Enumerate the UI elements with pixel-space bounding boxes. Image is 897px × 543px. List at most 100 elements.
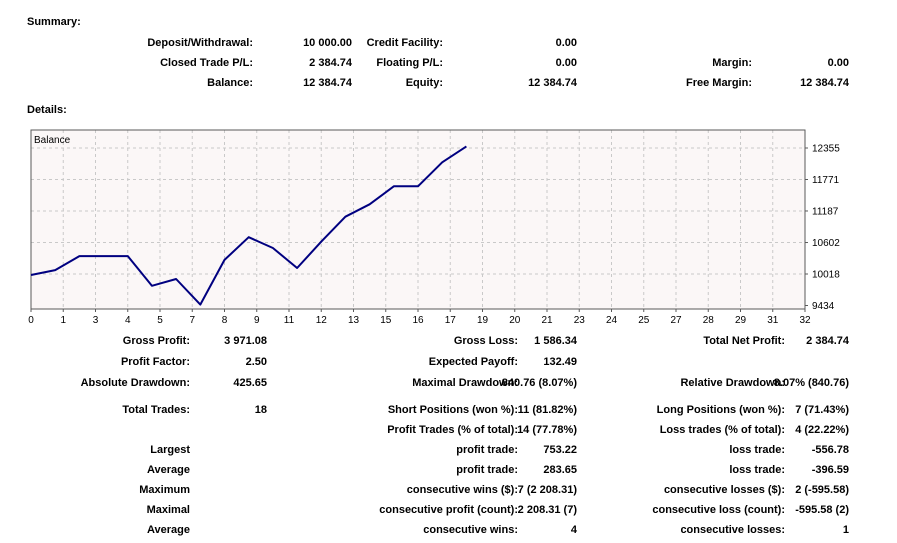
stat-label: Loss trades (% of total): [659, 424, 785, 436]
summary-section-title: Summary: [27, 16, 81, 28]
stat-value: 7 (2 208.31) [517, 484, 577, 496]
stat-label: consecutive losses ($): [663, 484, 785, 496]
x-tick-label: 32 [799, 315, 811, 326]
x-tick-label: 21 [541, 315, 553, 326]
table-row: Maximum consecutive wins ($): 7 (2 208.31)… [0, 481, 897, 501]
stat-value: -396.59 [811, 464, 849, 476]
y-tick-label: 12355 [812, 144, 840, 155]
stat-value: 14 (77.78%) [517, 424, 577, 436]
x-tick-label: 27 [670, 315, 682, 326]
x-tick-label: 24 [606, 315, 618, 326]
table-row: Largest profit trade: 753.22 loss trade: -55… [0, 441, 897, 461]
stat-label: Relative Drawdown: [680, 377, 785, 389]
stat-label: Credit Facility: [366, 37, 443, 49]
x-tick-label: 12 [316, 315, 328, 326]
stat-value: 8.07% (840.76) [773, 377, 849, 389]
table-row: Profit Factor: 2.50 Expected Payoff: 132.49 [0, 353, 897, 374]
stat-value: 283.65 [543, 464, 577, 476]
stat-label: Largest [150, 444, 190, 456]
stat-label: Maximum [139, 484, 190, 496]
stat-value: 12 384.74 [800, 77, 849, 89]
x-tick-label: 23 [574, 315, 586, 326]
stat-value: 2 (-595.58) [795, 484, 849, 496]
stat-value: 0.00 [555, 37, 577, 49]
x-tick-label: 19 [477, 315, 489, 326]
stat-value: 10 000.00 [303, 37, 352, 49]
stat-label: Absolute Drawdown: [80, 377, 190, 389]
x-tick-label: 0 [28, 315, 34, 326]
y-tick-label: 11771 [812, 175, 840, 186]
x-tick-label: 17 [445, 315, 457, 326]
stat-label: Deposit/Withdrawal: [147, 37, 253, 49]
stat-value: 4 [570, 524, 577, 536]
stat-value: 2 384.74 [806, 335, 849, 347]
x-tick-label: 1 [60, 315, 66, 326]
x-tick-label: 5 [157, 315, 163, 326]
stat-label: loss trade: [729, 444, 785, 456]
results-table: Gross Profit: 3 971.08 Gross Loss: 1 586.34… [0, 332, 897, 395]
stat-label: Maximal Drawdown: [412, 377, 518, 389]
table-row: Absolute Drawdown: 425.65 Maximal Drawdown… [0, 374, 897, 395]
balance-line [30, 145, 467, 306]
x-tick-label: 28 [703, 315, 715, 326]
table-row: Gross Profit: 3 971.08 Gross Loss: 1 586.34… [0, 332, 897, 353]
x-tick-label: 9 [254, 315, 260, 326]
x-tick-label: 8 [222, 315, 228, 326]
stat-label: Free Margin: [685, 77, 752, 89]
y-tick-label: 10018 [812, 270, 840, 281]
stat-label: Total Net Profit: [703, 335, 785, 347]
stat-label: profit trade: [456, 464, 518, 476]
stat-label: Maximal [146, 504, 190, 516]
stat-label: Long Positions (won %): [656, 404, 785, 416]
stat-label: consecutive profit (count): [379, 504, 518, 516]
stat-label: Profit Trades (% of total): [387, 424, 518, 436]
stat-value: 7 (71.43%) [795, 404, 849, 416]
stat-label: Average [146, 524, 190, 536]
x-tick-label: 29 [735, 315, 747, 326]
chart-series-label: Balance [34, 135, 71, 146]
x-tick-label: 7 [189, 315, 195, 326]
table-row: Total Trades: 18 Short Positions (won %): 1… [0, 401, 897, 421]
stat-label: Margin: [712, 57, 752, 69]
stat-value: 1 [842, 524, 849, 536]
summary-table: Deposit/Withdrawal: 10 000.00 Credit Facil… [0, 34, 897, 94]
table-row: Closed Trade P/L: 2 384.74 Floating P/L: 0.… [0, 54, 897, 74]
stat-value: -595.58 (2) [795, 504, 849, 516]
table-row: Deposit/Withdrawal: 10 000.00 Credit Facil… [0, 34, 897, 54]
x-tick-label: 11 [284, 315, 295, 326]
stat-label: Equity: [405, 77, 443, 89]
stat-value: 0.00 [827, 57, 849, 69]
x-tick-label: 4 [125, 315, 131, 326]
x-tick-label: 15 [380, 315, 392, 326]
stat-value: 12 384.74 [528, 77, 577, 89]
stat-value: 18 [254, 404, 267, 416]
stat-label: Profit Factor: [120, 356, 190, 368]
x-tick-label: 3 [93, 315, 99, 326]
x-tick-label: 16 [412, 315, 424, 326]
stat-value: 2.50 [245, 356, 267, 368]
stat-label: Balance: [207, 77, 253, 89]
table-row: Maximal consecutive profit (count): 2 208.… [0, 501, 897, 521]
stat-label: Gross Profit: [122, 335, 190, 347]
x-tick-label: 31 [767, 315, 779, 326]
stat-label: Expected Payoff: [428, 356, 518, 368]
stat-value: 3 971.08 [224, 335, 267, 347]
stat-value: 425.65 [233, 377, 267, 389]
stat-value: 753.22 [543, 444, 577, 456]
stat-label: Short Positions (won %): [387, 404, 518, 416]
table-row: Profit Trades (% of total): 14 (77.78%) Lo… [0, 421, 897, 441]
stat-value: 2 208.31 (7) [517, 504, 577, 516]
stat-label: consecutive wins: [423, 524, 518, 536]
chart-plot-area [31, 130, 805, 309]
x-tick-label: 13 [348, 315, 360, 326]
x-tick-label: 20 [509, 315, 521, 326]
balance-chart: 0 1 3 4 5 7 8 9 11 12 13 15 16 17 19 20 21 23 24 25 27 28 29 31… [28, 129, 840, 326]
table-row: Average consecutive wins: 4 consecutive los… [0, 521, 897, 541]
stat-value: 840.76 (8.07%) [501, 377, 577, 389]
y-tick-label: 10602 [812, 238, 840, 249]
table-row: Average profit trade: 283.65 loss trade: -39… [0, 461, 897, 481]
stat-label: profit trade: [456, 444, 518, 456]
stat-value: 0.00 [555, 57, 577, 69]
stat-label: loss trade: [729, 464, 785, 476]
